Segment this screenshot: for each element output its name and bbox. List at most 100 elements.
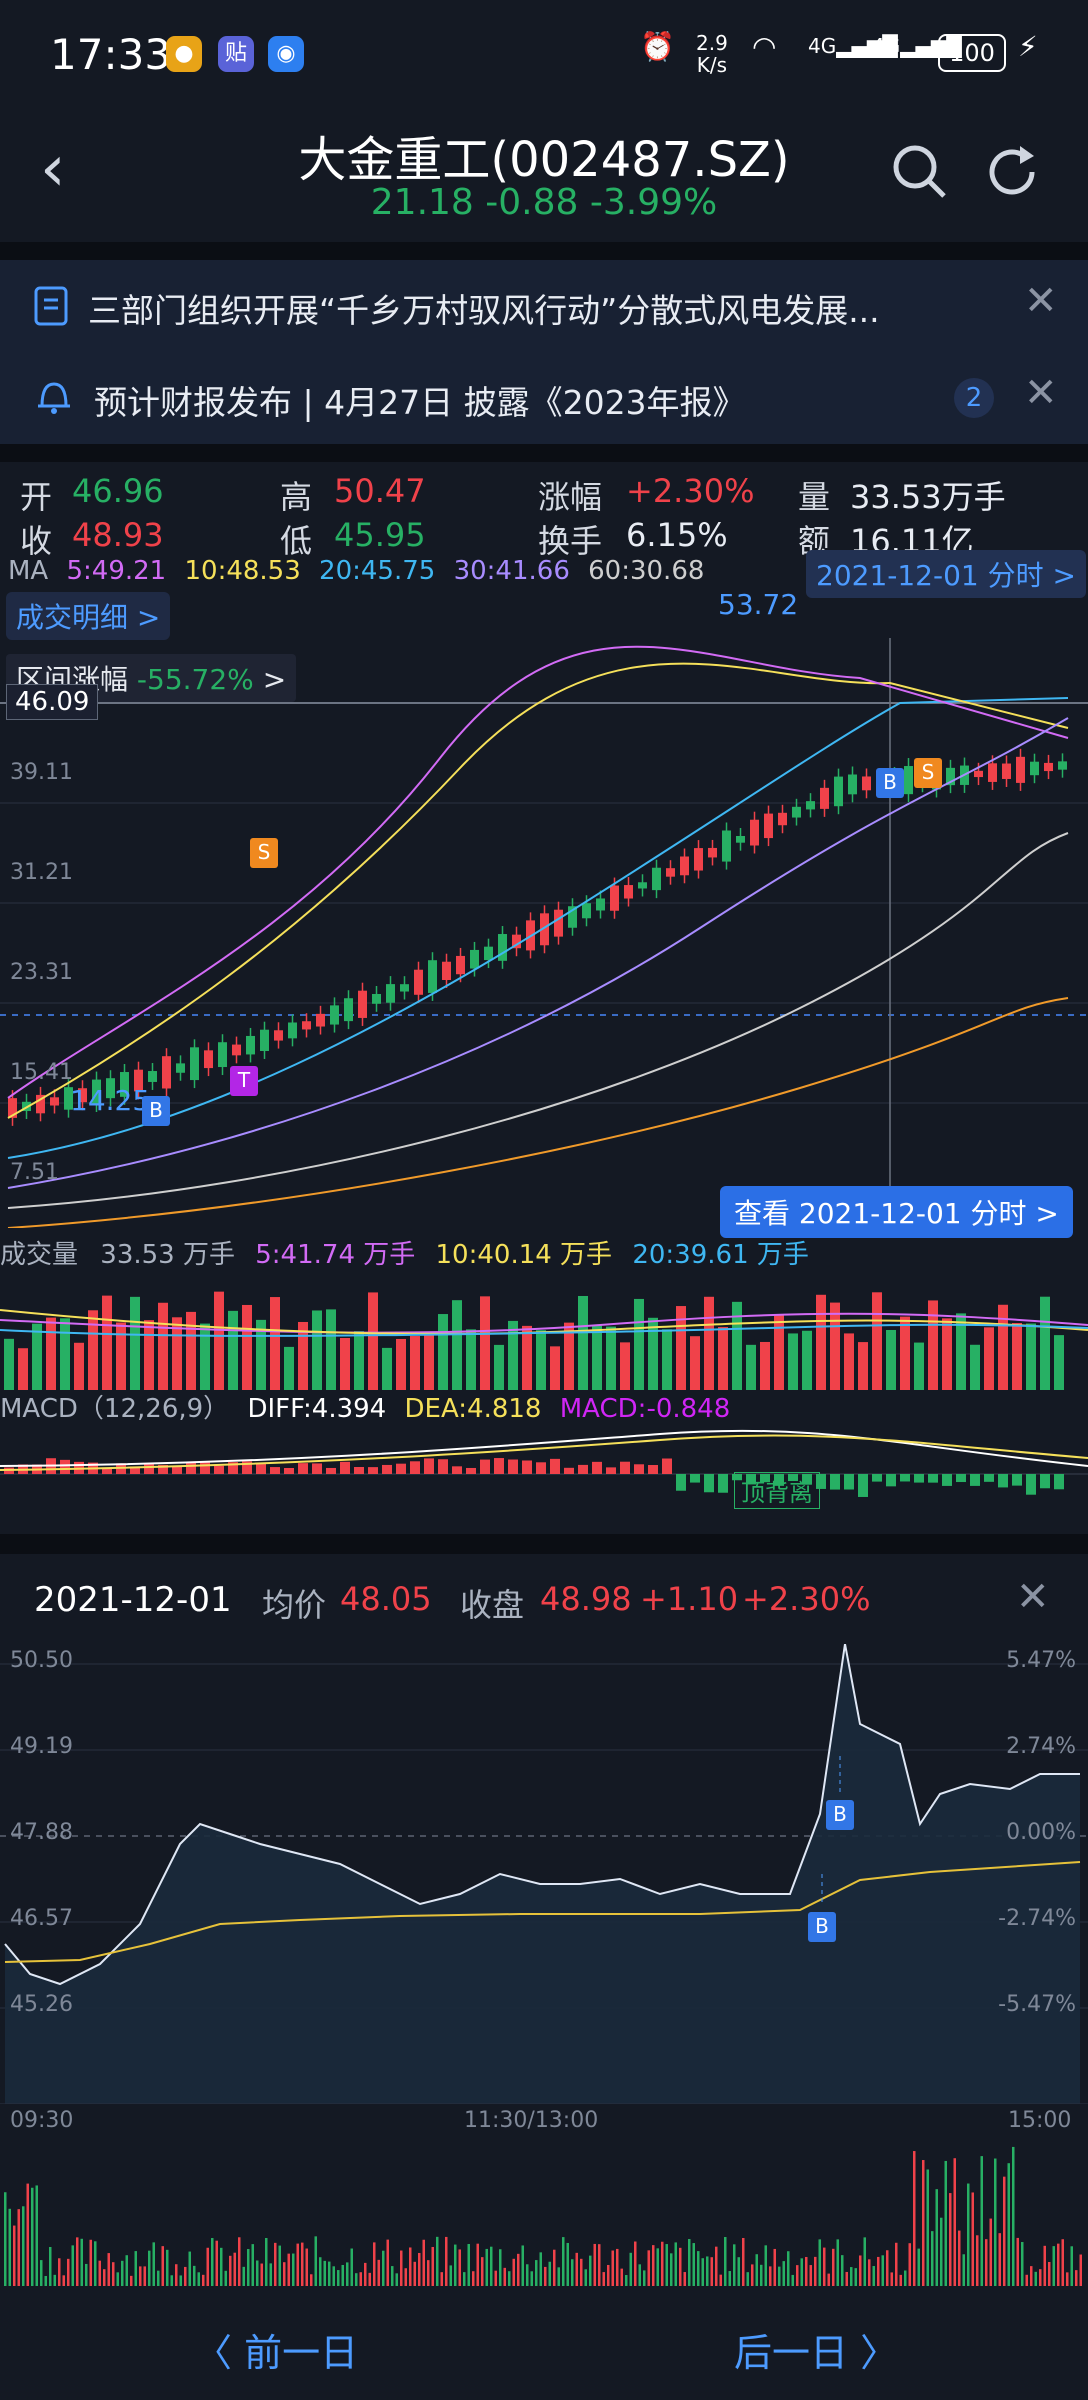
tieba-icon: 贴 [218,36,254,72]
search-icon[interactable] [890,142,950,202]
high-label: 高 [280,478,313,516]
buy-signal[interactable]: B [808,1912,836,1942]
vol-value: 33.53万手 [850,478,1006,516]
t-signal[interactable]: T [230,1066,258,1096]
macd-bar [1054,1474,1064,1490]
intraday-volume-bar [22,2206,25,2286]
intraday-volume-bar [31,2187,34,2286]
macd-bar [816,1474,826,1489]
intraday-volume-bar [323,2260,326,2286]
candle [134,1069,143,1092]
intraday-volume-bar [692,2243,695,2286]
macd-value: MACD:-0.848 [559,1394,731,1424]
avg-price-line [4,1861,1081,1963]
volume-bar [606,1326,616,1390]
stock-quote: 21.18 -0.88 -3.99% [370,182,718,223]
volume-bar [158,1302,168,1390]
network-type-2: 4G [872,34,901,58]
buy-signal[interactable]: B [826,1800,854,1830]
close-icon[interactable]: ✕ [1016,1574,1050,1620]
chevron-left-icon[interactable]: ‹ [40,132,66,206]
volume-bar [452,1300,462,1390]
next-day-button[interactable]: 后一日 〉 [734,2331,899,2375]
intraday-volume-bar [715,2246,718,2286]
macd-bar [536,1462,546,1474]
candle [806,801,815,810]
candle [694,848,703,871]
volume-bar [284,1346,294,1390]
volume-bar [74,1342,84,1390]
intraday-volume-bar [188,2251,191,2286]
range-change-button[interactable]: 区间涨幅 -55.72% > [6,654,297,702]
intraday-volume-bar [868,2259,871,2286]
macd-bar [382,1464,392,1474]
intraday-volume-bar [539,2252,542,2286]
intraday-volume-bar [935,2189,938,2286]
volume-bar [410,1336,420,1390]
refresh-icon[interactable] [984,142,1044,202]
intraday-volume-bar [157,2270,160,2286]
intraday-date-chip[interactable]: 2021-12-01 分时 > [806,550,1086,598]
close-icon[interactable]: ✕ [1024,370,1058,416]
candle [274,1030,283,1041]
earnings-banner[interactable]: 预计财报发布 | 4月27日 披露《2023年报》 2 ✕ [0,352,1088,444]
intraday-volume-bar [71,2245,74,2286]
volume-bar [424,1331,434,1390]
intraday-volume-bar [976,2235,979,2286]
macd-bar [410,1461,420,1474]
close-label: 收 [20,522,53,560]
intraday-volume-bar [742,2237,745,2286]
volume-bar [1054,1335,1064,1390]
candle [358,990,367,1018]
macd-label: MACD（12,26,9） [0,1394,230,1424]
intraday-volume-bar [395,2273,398,2286]
candle [316,1013,325,1027]
intraday-volume-bar [44,2275,47,2286]
sell-signal[interactable]: S [914,758,942,788]
candle [64,1087,73,1110]
close-icon[interactable]: ✕ [1024,278,1058,324]
status-bar: 17:33 ● 贴 ◉ ⏰ 2.9 K/s ◠ 4G▂▄▆█ 4G▂▄▆█ 10… [0,0,1088,112]
news-text: 三部门组织开展“千乡万村驭风行动”分散式风电发展... [88,291,880,330]
ytick: 39.11 [10,760,73,785]
intraday-volume-bar [202,2274,205,2286]
signal-icon: 4G▂▄▆█ [808,34,898,58]
intraday-volume-bar [728,2271,731,2286]
intraday-volume-bar [670,2253,673,2286]
divergence-tag: 顶背离 [734,1472,820,1509]
buy-signal[interactable]: B [876,768,904,798]
volume-ma20: 20:39.61 万手 [632,1240,809,1270]
volume-bar [88,1310,98,1390]
intraday-volume-bar [1039,2269,1042,2286]
candle [988,763,997,782]
intraday-volume-bar [292,2253,295,2286]
prev-day-button[interactable]: 〈 前一日 [194,2331,359,2375]
volume-bar [676,1306,686,1390]
network-type-1: 4G [808,34,837,58]
volume-label: 成交量 [0,1240,79,1270]
volume-value: 33.53 万手 [100,1240,235,1270]
volume-bar [942,1318,952,1390]
sell-signal[interactable]: S [250,838,278,868]
macd-bar [718,1474,728,1493]
intraday-volume-bar [220,2247,223,2286]
macd-bar [830,1474,840,1490]
intraday-chart[interactable] [0,1644,1088,2104]
macd-bar [312,1463,322,1474]
news-banner[interactable]: 三部门组织开展“千乡万村驭风行动”分散式风电发展... ✕ [0,260,1088,352]
intraday-volume-bar [161,2246,164,2286]
macd-bar [438,1459,448,1474]
candle [624,885,633,899]
intraday-volume-bar [998,2233,1001,2286]
view-intraday-button[interactable]: 查看 2021-12-01 分时 > [720,1186,1073,1238]
intraday-volume-bar [1007,2163,1010,2286]
intraday-volume-chart [4,2146,1082,2286]
range-arrow: > [262,663,287,696]
volume-bar [984,1327,994,1390]
candle [190,1047,199,1081]
buy-signal[interactable]: B [142,1096,170,1126]
macd-chart [0,1429,1088,1497]
trade-detail-button[interactable]: 成交明细 > [6,592,171,640]
intraday-volume-bar [94,2241,97,2286]
candle [414,969,423,995]
